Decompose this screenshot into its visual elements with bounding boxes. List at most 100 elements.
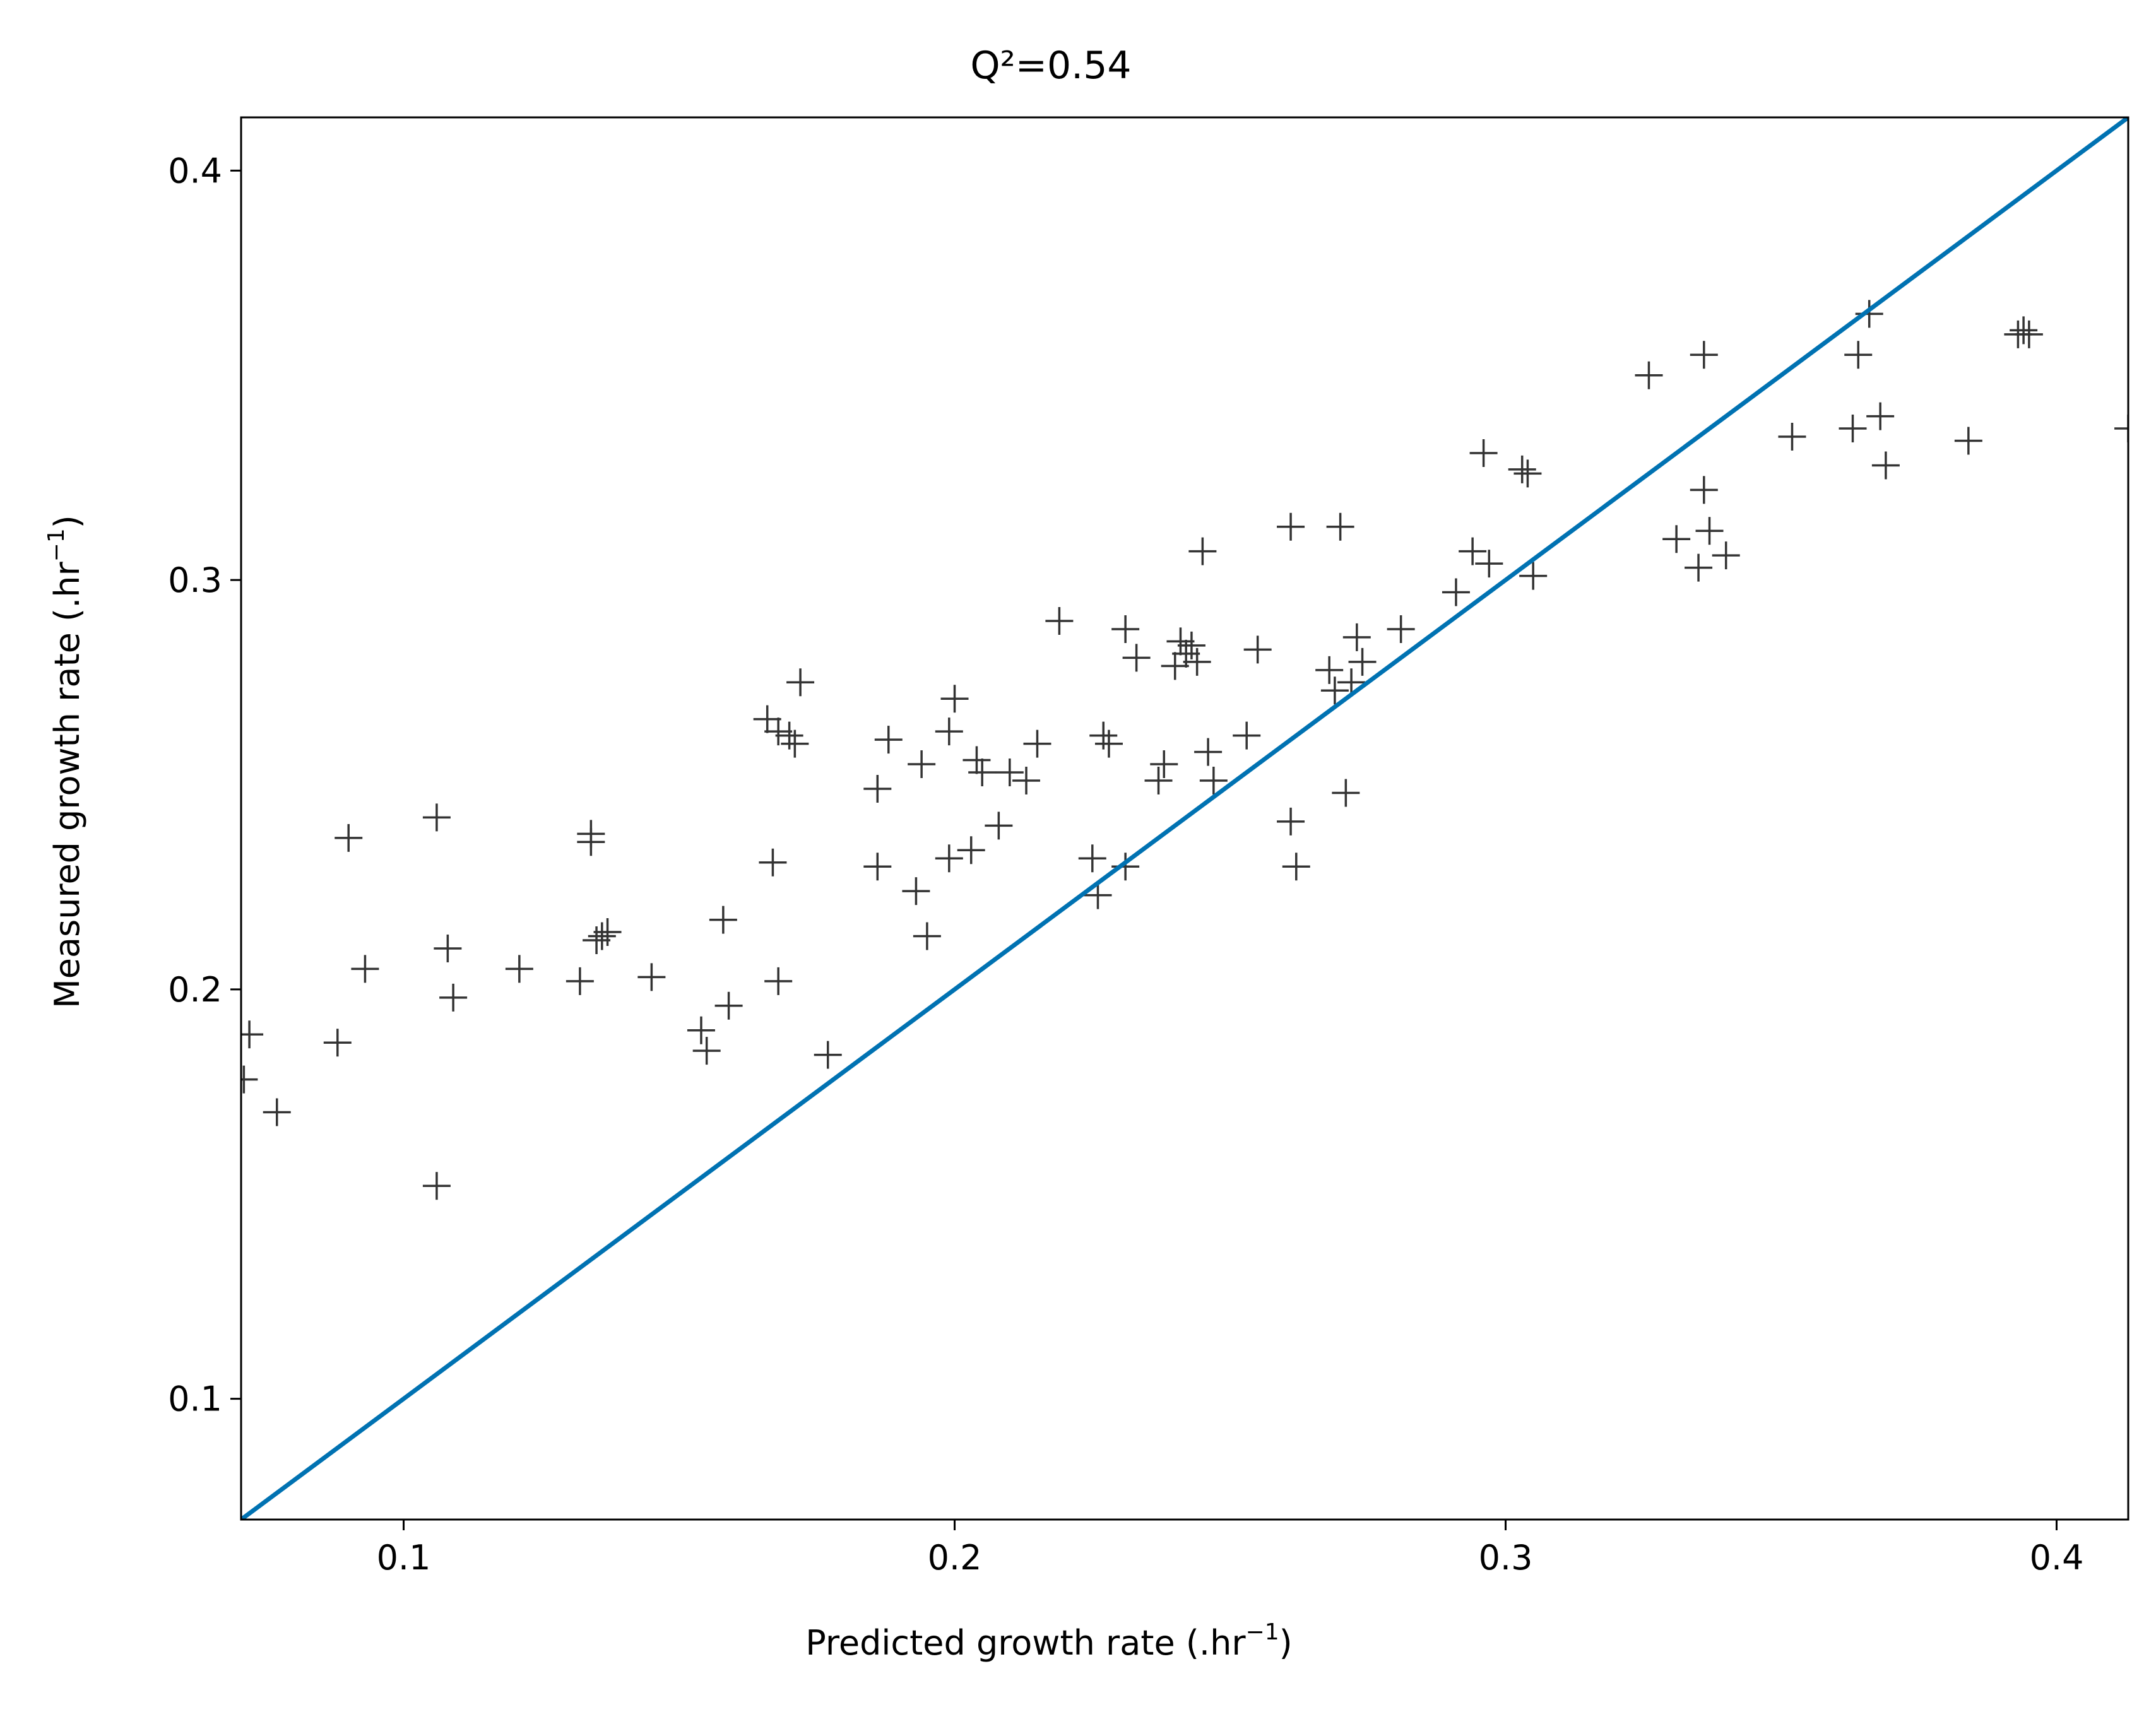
data-point-18: [687, 1016, 715, 1044]
data-point-92: [1839, 415, 1867, 443]
data-point-95: [1866, 402, 1895, 430]
data-point-19: [692, 1037, 721, 1065]
data-point-46: [1045, 606, 1074, 635]
data-point-93: [1844, 341, 1873, 369]
y-axis-label: Measured growth rate (.hr−1): [44, 515, 87, 1008]
data-point-88: [1690, 476, 1718, 504]
data-point-28: [786, 668, 815, 697]
data-point-21: [714, 991, 743, 1020]
data-point-67: [1277, 512, 1305, 541]
x-tick-label-2: 0.3: [1479, 1538, 1533, 1578]
data-point-23: [759, 848, 787, 877]
x-axis-label-sup: −1: [1246, 1619, 1279, 1645]
data-point-43: [995, 759, 1024, 787]
data-point-81: [1508, 455, 1536, 483]
data-point-38: [940, 685, 969, 713]
y-tick-label-2: 0.3: [168, 560, 222, 600]
data-point-84: [1635, 361, 1663, 389]
data-point-53: [1122, 644, 1151, 672]
data-point-61: [1188, 537, 1217, 565]
data-point-78: [1459, 537, 1487, 565]
data-point-13: [577, 828, 605, 856]
data-point-22: [753, 705, 781, 733]
data-point-35: [913, 922, 941, 950]
data-point-30: [863, 774, 892, 803]
data-point-86: [1685, 553, 1713, 582]
data-point-89: [1695, 517, 1724, 545]
data-point-85: [1662, 525, 1691, 553]
data-point-25: [764, 967, 793, 995]
y-tick-label-1: 0.2: [168, 970, 222, 1010]
data-point-60: [1183, 647, 1211, 676]
data-point-56: [1161, 652, 1189, 680]
data-point-70: [1320, 676, 1349, 705]
data-point-16: [593, 918, 622, 947]
data-point-2: [263, 1098, 291, 1126]
data-point-47: [1078, 844, 1106, 873]
plot-area: 0.1 0.2 0.3 0.4 0.1 0.2 0.3 0.4: [168, 116, 2129, 1578]
data-point-17: [637, 963, 666, 991]
data-point-40: [962, 746, 991, 774]
data-point-77: [1442, 578, 1470, 606]
data-point-57: [1166, 627, 1195, 656]
data-point-4: [335, 824, 363, 852]
data-point-9: [439, 983, 468, 1012]
data-point-10: [505, 955, 533, 983]
data-point-72: [1332, 779, 1360, 807]
data-point-59: [1177, 631, 1205, 659]
data-point-44: [1012, 766, 1041, 794]
y-axis-label-close: ): [47, 515, 87, 528]
data-point-79: [1469, 439, 1498, 467]
data-point-71: [1326, 512, 1354, 541]
data-point-54: [1144, 766, 1173, 794]
data-point-97: [1954, 427, 1982, 455]
data-point-27: [781, 729, 809, 758]
data-point-52: [1111, 853, 1140, 881]
data-point-55: [1150, 750, 1178, 779]
data-point-74: [1342, 623, 1371, 651]
y-axis-label-sup: −1: [44, 528, 69, 562]
data-point-33: [902, 877, 930, 906]
data-point-29: [814, 1041, 842, 1069]
data-point-45: [1023, 729, 1051, 758]
data-point-63: [1199, 766, 1228, 794]
data-point-36: [935, 717, 963, 746]
x-axis-label: Predicted growth rate (.hr−1): [805, 1619, 1292, 1663]
x-tick-label-3: 0.4: [2030, 1538, 2084, 1578]
x-tick-label-0: 0.1: [377, 1538, 431, 1578]
data-point-15: [588, 922, 616, 950]
markers-group: [241, 300, 2128, 1200]
data-point-39: [957, 836, 985, 865]
data-point-69: [1315, 656, 1344, 684]
data-point-73: [1337, 668, 1366, 697]
data-point-94: [1855, 300, 1883, 328]
data-point-75: [1348, 647, 1377, 676]
data-point-100: [2015, 320, 2043, 348]
x-axis-label-close: ): [1279, 1623, 1293, 1663]
data-point-24: [764, 717, 793, 746]
data-point-11: [566, 967, 594, 995]
data-point-32: [874, 726, 903, 754]
data-point-101: [2114, 415, 2128, 443]
data-point-66: [1277, 807, 1305, 835]
data-point-3: [323, 1029, 352, 1057]
data-point-41: [968, 759, 997, 787]
data-point-90: [1712, 541, 1740, 570]
data-point-34: [908, 750, 936, 779]
data-point-65: [1243, 635, 1272, 664]
x-axis-label-text: Predicted growth rate (.hr: [805, 1623, 1246, 1663]
data-point-20: [709, 906, 737, 934]
data-point-76: [1387, 615, 1415, 643]
data-point-91: [1778, 423, 1806, 451]
identity-line: [241, 117, 2128, 1520]
data-point-5: [351, 955, 379, 983]
chart-title: Q²=0.54: [970, 44, 1131, 88]
data-point-62: [1194, 738, 1223, 766]
data-point-42: [985, 812, 1013, 840]
data-point-31: [863, 853, 892, 881]
data-point-82: [1513, 459, 1542, 488]
data-point-0: [241, 1065, 258, 1094]
data-point-99: [2010, 316, 2038, 345]
